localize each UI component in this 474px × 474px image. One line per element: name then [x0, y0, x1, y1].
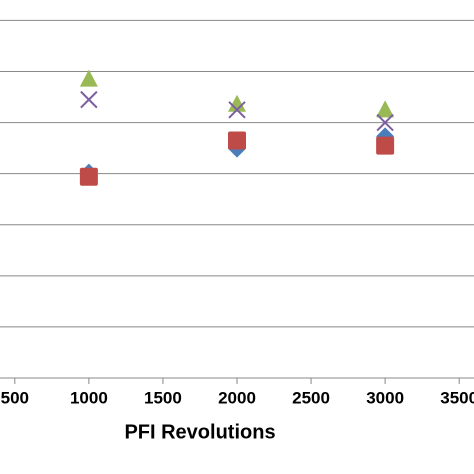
- marker-x: [376, 113, 394, 132]
- marker-square: [79, 167, 98, 186]
- marker-triangle: [228, 94, 246, 112]
- x-tick-label: 2000: [218, 388, 256, 407]
- marker-x: [228, 101, 246, 119]
- marker-square: [376, 136, 395, 155]
- x-tick-label: 500: [1, 388, 29, 407]
- marker-square: [228, 131, 246, 150]
- marker-triangle: [79, 69, 98, 87]
- x-tick-label: 1500: [144, 388, 182, 407]
- x-tick-label: 2500: [292, 388, 330, 407]
- x-tick-label: 1000: [70, 388, 108, 407]
- x-tick-label: 3000: [366, 388, 404, 407]
- x-axis-title: PFI Revolutions: [124, 421, 275, 443]
- x-tick-label: 3500: [440, 388, 474, 407]
- marker-x: [80, 90, 98, 109]
- marker-triangle: [376, 100, 395, 118]
